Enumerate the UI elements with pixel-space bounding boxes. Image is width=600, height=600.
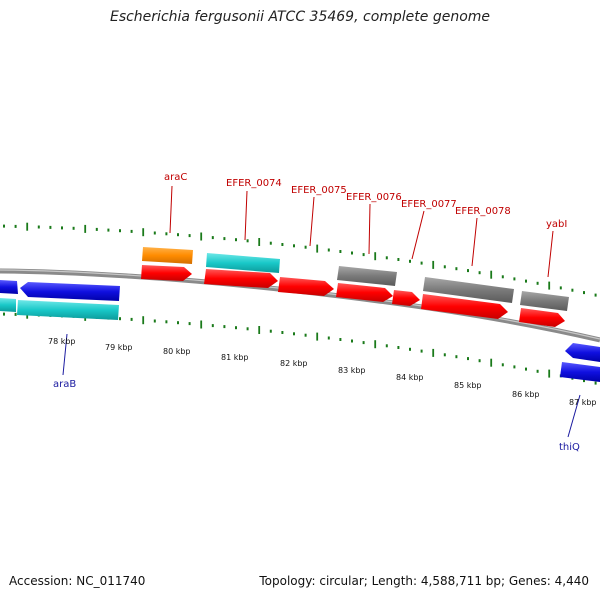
outer-tick-row xyxy=(3,222,597,297)
scale-label-81: 81 kbp xyxy=(221,353,249,362)
label-EFER_0078: EFER_0078 xyxy=(455,206,511,217)
forward-gene-labels: araC EFER_0074 EFER_0075 EFER_0076 EFER_… xyxy=(164,172,567,230)
genome-summary-text: Topology: circular; Length: 4,588,711 bp… xyxy=(259,574,589,588)
forward-label-leaders xyxy=(169,185,554,278)
cds-EFER_0074[interactable] xyxy=(204,269,278,288)
gene-araB[interactable] xyxy=(17,300,119,320)
scale-label-80: 80 kbp xyxy=(163,347,191,356)
scale-label-83: 83 kbp xyxy=(338,366,366,375)
cds-EFER_0076[interactable] xyxy=(336,283,393,302)
gene-EFER_0078[interactable] xyxy=(423,277,514,303)
cds-EFER_0078[interactable] xyxy=(421,294,508,319)
label-EFER_0074: EFER_0074 xyxy=(226,178,282,189)
reverse-gene-labels: araB thiQ xyxy=(53,379,580,453)
gene-yabI[interactable] xyxy=(520,291,569,311)
cds-EFER_0075[interactable] xyxy=(278,277,334,296)
cds-track-reverse xyxy=(0,280,600,362)
label-EFER_0077: EFER_0077 xyxy=(401,199,457,210)
gene-araC[interactable] xyxy=(142,247,193,264)
gene-EFER_0074[interactable] xyxy=(206,253,280,273)
label-araC: araC xyxy=(164,172,187,183)
scale-label-79: 79 kbp xyxy=(105,343,133,352)
gene-track-forward xyxy=(142,247,569,311)
label-yabI: yabI xyxy=(546,219,567,230)
scale-label-87: 87 kbp xyxy=(569,398,597,407)
gene-left-partial[interactable] xyxy=(0,298,16,312)
gene-track-reverse xyxy=(0,298,600,382)
label-thiQ: thiQ xyxy=(559,442,580,453)
label-EFER_0076: EFER_0076 xyxy=(346,192,402,203)
cds-araC[interactable] xyxy=(141,265,192,281)
scale-label-86: 86 kbp xyxy=(512,390,540,399)
scale-label-84: 84 kbp xyxy=(396,373,424,382)
scale-label-85: 85 kbp xyxy=(454,381,482,390)
label-araB: araB xyxy=(53,379,76,390)
accession-text: Accession: NC_011740 xyxy=(9,574,146,588)
cds-left-partial[interactable] xyxy=(0,280,18,294)
gene-EFER_0076[interactable] xyxy=(337,266,397,286)
reverse-label-leaders xyxy=(62,333,581,438)
scale-label-78: 78 kbp xyxy=(48,337,76,346)
label-EFER_0075: EFER_0075 xyxy=(291,185,347,196)
scale-label-82: 82 kbp xyxy=(280,359,308,368)
cds-track-forward xyxy=(141,265,565,327)
cds-thiQ[interactable] xyxy=(565,343,600,362)
gene-thiQ[interactable] xyxy=(560,362,600,382)
map-title: Escherichia fergusonii ATCC 35469, compl… xyxy=(109,9,491,25)
cds-araB[interactable] xyxy=(20,282,120,301)
cds-EFER_0077[interactable] xyxy=(392,290,420,306)
cds-yabI[interactable] xyxy=(519,308,565,327)
scale-labels: 78 kbp 79 kbp 80 kbp 81 kbp 82 kbp 83 kb… xyxy=(48,337,597,407)
